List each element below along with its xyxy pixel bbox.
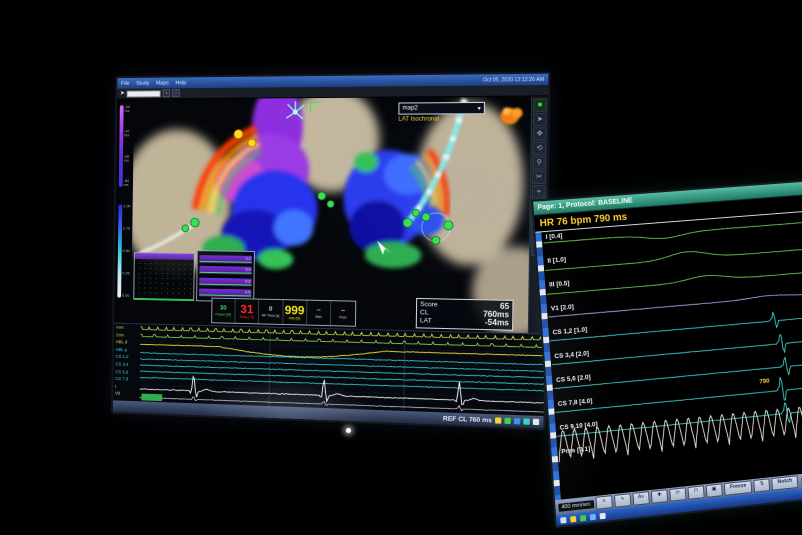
refresh-icon[interactable]: ⟳ xyxy=(669,487,687,502)
chevron-down-icon: ▾ xyxy=(477,105,481,112)
menu-file[interactable]: File xyxy=(121,80,130,87)
add-icon[interactable]: ✚ xyxy=(650,489,669,504)
updown-icon[interactable]: ⇅ xyxy=(753,478,771,493)
cut-tool-icon[interactable]: ✂ xyxy=(532,170,546,185)
measure-tool-icon[interactable]: ⌖ xyxy=(531,185,546,199)
zoom-tool-icon[interactable]: ⚲ xyxy=(532,156,547,170)
pan-tool-icon[interactable]: ✥ xyxy=(532,127,547,141)
cs-trace xyxy=(140,359,544,372)
taskbar-app-icon[interactable] xyxy=(579,514,587,521)
channel-label[interactable]: I [0.4] xyxy=(545,232,563,241)
scale-tick: 0.50 xyxy=(122,248,130,254)
view-corner-marker xyxy=(309,102,322,113)
room-light-dot xyxy=(346,428,351,433)
connector-status-panel: 0.2 0.4 0.3 0.5 xyxy=(196,250,255,303)
status-system-icon[interactable] xyxy=(532,418,540,426)
connector-bar: 0.4 xyxy=(199,266,252,275)
cs-trace xyxy=(140,371,544,385)
status-ok-icon[interactable] xyxy=(504,417,511,425)
map-workspace: -29 ms -47 ms -66 ms -84 ms 1.00 0.75 0.… xyxy=(114,96,549,334)
ep-recording-monitor: Page: 1, Protocol: BASELINE HR 76 bpm 79… xyxy=(531,178,802,529)
scale-tick: 0.00 xyxy=(121,292,130,298)
map-stats-panel: Score 65 CL 760ms LAT -54ms xyxy=(415,297,514,331)
wave-icon[interactable]: ∿ xyxy=(613,493,632,508)
average-icon[interactable]: Av xyxy=(632,491,650,506)
taskbar-app-icon[interactable] xyxy=(599,512,606,519)
lat-value: -54ms xyxy=(484,317,510,328)
select-tool-icon[interactable]: ➤ xyxy=(532,112,547,127)
reference-map-thumbnail[interactable] xyxy=(497,105,525,128)
map-type-label: LAT Isochronal xyxy=(398,116,440,123)
taskbar-app-icon[interactable] xyxy=(570,515,577,523)
ablation-impedance-value: 999 xyxy=(284,302,305,318)
menu-study[interactable]: Study xyxy=(136,80,150,87)
map-viewport[interactable]: map2 ▾ LAT Isochronal xyxy=(131,96,532,334)
scale-tick: -47 ms xyxy=(124,128,130,138)
status-patch-icon[interactable] xyxy=(523,418,530,425)
pace-icon[interactable]: ⊓ xyxy=(687,485,705,500)
menu-icon[interactable]: ≡ xyxy=(595,495,613,510)
zoom-out-button[interactable]: − xyxy=(172,89,180,98)
carto-monitor: File Study Maps Help Oct 05, 2020 12:12:… xyxy=(111,71,551,431)
cs-trace xyxy=(140,377,544,391)
sweep-speed-label[interactable]: 400 mm/sec xyxy=(558,499,595,512)
stop-icon[interactable]: ▣ xyxy=(705,483,723,498)
study-select-dropdown[interactable] xyxy=(126,89,161,97)
acquire-point-icon[interactable]: ■ xyxy=(533,98,548,112)
freeze-button[interactable]: Freeze xyxy=(723,480,753,496)
reference-cycle-length: REF CL 760 ms xyxy=(442,414,492,424)
scale-tick: -84 ms xyxy=(123,178,130,187)
scale-tick: 1.00 xyxy=(123,203,131,209)
map-select-dropdown[interactable]: map2 ▾ xyxy=(398,101,485,115)
taskbar-app-icon[interactable] xyxy=(589,513,597,520)
rotate-tool-icon[interactable]: ⟲ xyxy=(532,141,547,156)
channels-area: I [0.4] II [1.0] III [0.5] V1 [2.0] CS 1… xyxy=(535,210,802,501)
ablation-parameters-panel: 30 Power [W] 31 Temp [°C] 0 RF Time [s] xyxy=(210,297,356,327)
realtime-signals-strip: Ann Stim ABL d ABL p CS 1,2 CS 3,4 CS 5,… xyxy=(113,322,545,417)
connector-bar: 0.3 xyxy=(199,277,252,287)
signal-label: V5 xyxy=(115,390,121,397)
status-link-icon[interactable] xyxy=(513,418,521,425)
ablation-impedance-label: Imp [Ω] xyxy=(288,315,301,320)
ablation-aux1-label: Max xyxy=(315,314,322,319)
cs-trace xyxy=(140,365,544,378)
scale-tick: -66 ms xyxy=(123,153,130,163)
taskbar-app-icon[interactable] xyxy=(560,516,567,524)
cursor-arrow-icon: ➤ xyxy=(120,90,125,97)
ablation-temp-value: 31 xyxy=(240,301,254,316)
menu-help[interactable]: Help xyxy=(175,79,187,86)
connector-bar: 0.2 xyxy=(199,254,252,264)
zoom-in-button[interactable]: + xyxy=(162,89,171,98)
cl-label: CL xyxy=(419,309,429,317)
datetime-label: Oct 05, 2020 12:12:26 AM xyxy=(483,76,545,84)
lat-label: LAT xyxy=(419,317,432,325)
anatomy-map-render xyxy=(131,96,532,334)
scale-tick: 0.25 xyxy=(122,270,130,276)
cycle-length-annotation: 790 xyxy=(759,377,770,386)
scale-tick: -29 ms xyxy=(124,104,131,114)
status-warning-icon[interactable] xyxy=(495,417,502,424)
record-button[interactable] xyxy=(141,393,163,402)
map-select-value: map2 xyxy=(402,105,418,112)
menu-maps[interactable]: Maps xyxy=(155,80,169,87)
signal-traces-area xyxy=(139,324,544,416)
ablation-time-label: RF Time [s] xyxy=(261,313,280,318)
connector-bar: 0.5 xyxy=(199,288,252,298)
notch-button[interactable]: Notch xyxy=(771,475,799,491)
ablation-power-label: Power [W] xyxy=(215,311,231,317)
signal-labels-column: Ann Stim ABL d ABL p CS 1,2 CS 3,4 CS 5,… xyxy=(113,324,140,402)
ablation-temp-label: Temp [°C] xyxy=(239,314,255,319)
fast-map-window[interactable] xyxy=(133,252,195,302)
scale-tick: 0.75 xyxy=(122,225,131,231)
ablation-aux2-label: Flow xyxy=(339,314,347,320)
channel-label[interactable]: II [1.0] xyxy=(547,256,567,265)
